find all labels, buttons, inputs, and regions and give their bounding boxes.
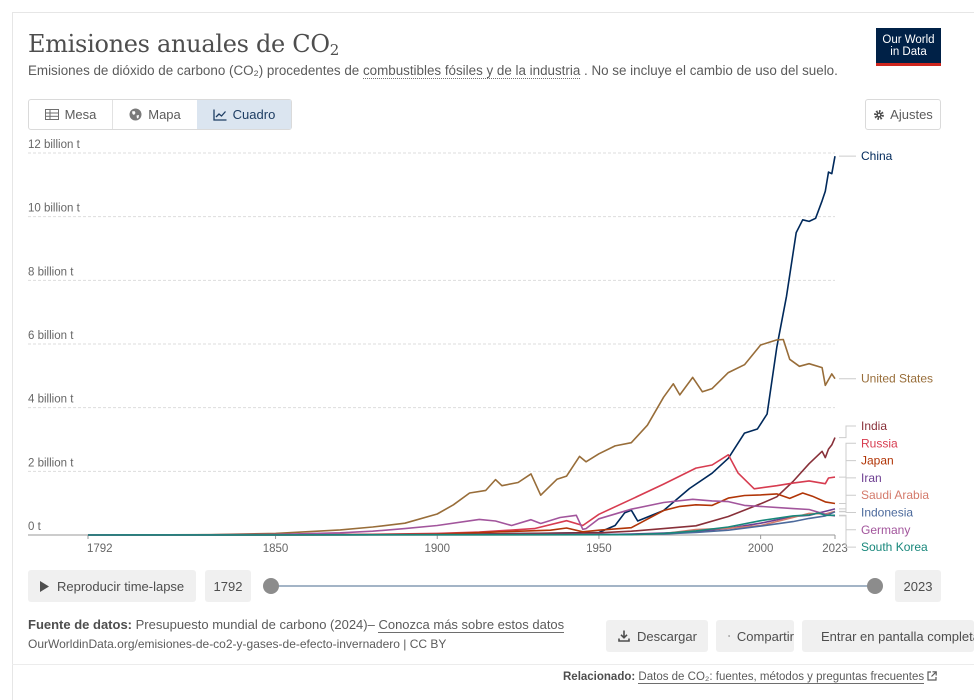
y-tick-label: 10 billion t xyxy=(28,203,81,215)
label-leader-south-korea xyxy=(839,514,856,548)
chart-subtitle: Emisiones de dióxido de carbono (CO₂) pr… xyxy=(28,63,838,79)
chart-frame xyxy=(12,12,974,700)
series-label-japan: Japan xyxy=(861,454,894,468)
globe-icon xyxy=(129,108,142,121)
series-label-china: China xyxy=(861,149,893,163)
tab-table[interactable]: Mesa xyxy=(29,100,113,129)
end-year-handle[interactable] xyxy=(867,578,883,594)
chart-title: Emisiones anuales de CO2 xyxy=(28,30,339,59)
grid-layer: 0 t 2 billion t 4 billion t 6 billion t 8 bi… xyxy=(28,139,848,555)
gear-icon xyxy=(874,109,885,120)
data-source: Fuente de datos: Presupuesto mundial de … xyxy=(28,617,565,633)
timeline: Reproducir time-lapse 1792 2023 xyxy=(28,570,941,602)
share-icon xyxy=(728,634,730,638)
label-layer: China United States India Russia Japan Iran Sa… xyxy=(839,149,933,554)
play-icon xyxy=(40,580,49,592)
series-line-japan xyxy=(87,492,836,536)
series-label-united-states: United States xyxy=(861,372,933,386)
settings-button[interactable]: Ajustes xyxy=(865,99,941,130)
y-tick-label: 6 billion t xyxy=(28,330,74,342)
timeline-track[interactable] xyxy=(270,585,875,587)
x-tick-label: 1792 xyxy=(87,543,113,555)
y-tick-label: 12 billion t xyxy=(28,139,81,151)
tab-chart[interactable]: Cuadro xyxy=(197,100,291,129)
x-tick-label: 1950 xyxy=(586,543,612,555)
label-leader-iran xyxy=(839,477,856,510)
label-leader-germany xyxy=(839,515,856,531)
series-line-india xyxy=(87,437,836,536)
series-label-indonesia: Indonesia xyxy=(861,506,913,520)
series-line-indonesia xyxy=(87,511,836,536)
external-link-icon xyxy=(927,671,938,681)
series-line-south-korea xyxy=(87,512,835,536)
play-timelapse-button[interactable]: Reproducir time-lapse xyxy=(28,570,196,602)
series-label-saudi-arabia: Saudi Arabia xyxy=(861,488,929,502)
y-tick-label: 8 billion t xyxy=(28,266,74,278)
related-faq-link[interactable]: Datos de CO₂: fuentes, métodos y pregunt… xyxy=(638,671,925,684)
chart-url: OurWorldinData.org/emisiones-de-co2-y-ga… xyxy=(28,637,447,651)
series-layer xyxy=(87,156,836,536)
share-button[interactable]: Compartir xyxy=(716,620,794,652)
view-tabs: Mesa Mapa Cuadro xyxy=(28,99,292,130)
owid-logo[interactable]: Our World in Data xyxy=(876,28,941,66)
x-tick-label: 2000 xyxy=(748,543,774,555)
download-icon xyxy=(618,630,630,642)
series-line-germany xyxy=(87,498,836,536)
download-button[interactable]: Descargar xyxy=(606,620,708,652)
y-tick-label: 2 billion t xyxy=(28,457,74,469)
label-leader-japan xyxy=(839,460,856,504)
line-chart-icon xyxy=(213,109,227,121)
x-tick-label: 1900 xyxy=(424,543,450,555)
subtitle-definition-link[interactable]: combustibles fósiles y de la industria xyxy=(362,63,581,79)
table-icon xyxy=(44,109,59,120)
end-year-box[interactable]: 2023 xyxy=(895,570,941,602)
label-leader-india xyxy=(839,425,856,439)
series-line-russia xyxy=(87,454,836,536)
x-tick-label: 2023 xyxy=(822,543,848,555)
series-label-russia: Russia xyxy=(861,436,898,450)
footer-divider xyxy=(12,664,974,665)
series-line-china xyxy=(87,156,836,536)
series-label-south-korea: South Korea xyxy=(861,540,928,554)
tab-map[interactable]: Mapa xyxy=(113,100,197,129)
x-tick-label: 1850 xyxy=(263,543,289,555)
label-leader-indonesia xyxy=(839,511,856,513)
series-label-india: India xyxy=(861,419,887,433)
line-chart: 0 t 2 billion t 4 billion t 6 billion t 8 bi… xyxy=(28,139,933,555)
fullscreen-button[interactable]: Entrar en pantalla completa xyxy=(802,620,974,652)
start-year-handle[interactable] xyxy=(263,578,279,594)
series-line-saudi-arabia xyxy=(87,510,836,536)
related-link-row: Relacionado: Datos de CO₂: fuentes, méto… xyxy=(563,671,938,684)
series-label-germany: Germany xyxy=(861,523,910,537)
y-tick-label: 4 billion t xyxy=(28,394,74,406)
series-label-iran: Iran xyxy=(861,471,882,485)
y-tick-label: 0 t xyxy=(28,521,42,533)
start-year-box[interactable]: 1792 xyxy=(205,570,251,602)
learn-more-link[interactable]: Conozca más sobre estos datos xyxy=(378,617,565,633)
series-line-united-states xyxy=(87,338,836,536)
